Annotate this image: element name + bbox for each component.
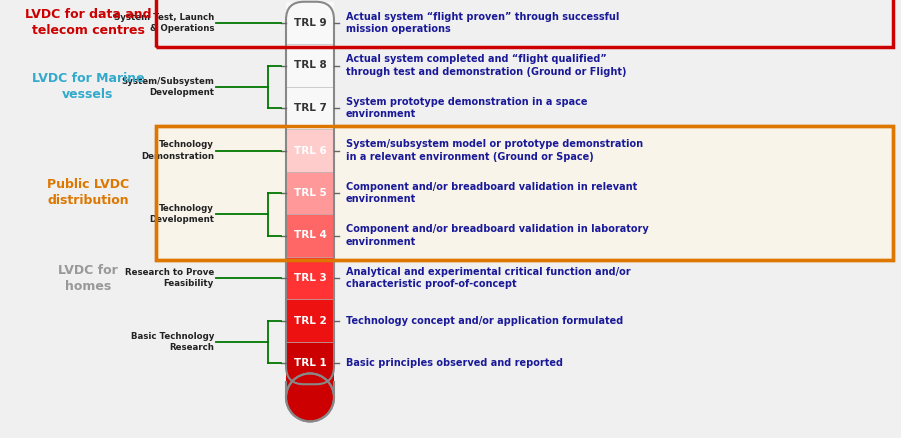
Text: TRL 8: TRL 8: [294, 60, 326, 71]
Bar: [286, 299, 334, 342]
Bar: [286, 342, 334, 384]
Bar: [286, 382, 334, 399]
Circle shape: [286, 374, 334, 421]
Text: TRL 3: TRL 3: [294, 273, 326, 283]
Text: Component and/or breadboard validation in relevant
environment: Component and/or breadboard validation i…: [346, 182, 637, 204]
FancyBboxPatch shape: [156, 126, 893, 260]
Text: TRL 1: TRL 1: [294, 358, 326, 368]
Text: Actual system “flight proven” through successful
mission operations: Actual system “flight proven” through su…: [346, 12, 619, 34]
Text: Component and/or breadboard validation in laboratory
environment: Component and/or breadboard validation i…: [346, 224, 649, 247]
Bar: [286, 214, 334, 257]
Text: System/Subsystem
Development: System/Subsystem Development: [121, 77, 214, 97]
Text: TRL 6: TRL 6: [294, 145, 326, 155]
Bar: [286, 2, 334, 44]
Bar: [286, 129, 334, 172]
Text: System Test, Launch
& Operations: System Test, Launch & Operations: [114, 13, 214, 33]
Text: TRL 2: TRL 2: [294, 315, 326, 325]
Text: TRL 9: TRL 9: [294, 18, 326, 28]
Text: Technology concept and/or application formulated: Technology concept and/or application fo…: [346, 315, 623, 325]
Text: LVDC for
homes: LVDC for homes: [59, 264, 118, 293]
Text: TRL 4: TRL 4: [294, 230, 326, 240]
Bar: [286, 257, 334, 299]
Text: TRL 5: TRL 5: [294, 188, 326, 198]
Bar: [286, 172, 334, 214]
Bar: [286, 44, 334, 87]
Text: LVDC for data and
telecom centres: LVDC for data and telecom centres: [24, 8, 151, 38]
Text: Technology
Demonstration: Technology Demonstration: [141, 141, 214, 161]
Text: Basic Technology
Research: Basic Technology Research: [131, 332, 214, 352]
Text: System/subsystem model or prototype demonstration
in a relevant environment (Gro: System/subsystem model or prototype demo…: [346, 139, 643, 162]
Text: Public LVDC
distribution: Public LVDC distribution: [47, 179, 129, 208]
Text: System prototype demonstration in a space
environment: System prototype demonstration in a spac…: [346, 97, 587, 119]
Text: Research to Prove
Feasibility: Research to Prove Feasibility: [124, 268, 214, 288]
Text: Actual system completed and “flight qualified”
through test and demonstration (G: Actual system completed and “flight qual…: [346, 54, 626, 77]
Text: LVDC for Marine
vessels: LVDC for Marine vessels: [32, 72, 144, 101]
Bar: [286, 87, 334, 129]
Text: Technology
Development: Technology Development: [149, 204, 214, 224]
Text: Basic principles observed and reported: Basic principles observed and reported: [346, 358, 563, 368]
Text: Analytical and experimental critical function and/or
characteristic proof-of-con: Analytical and experimental critical fun…: [346, 267, 631, 289]
Text: TRL 7: TRL 7: [294, 103, 326, 113]
